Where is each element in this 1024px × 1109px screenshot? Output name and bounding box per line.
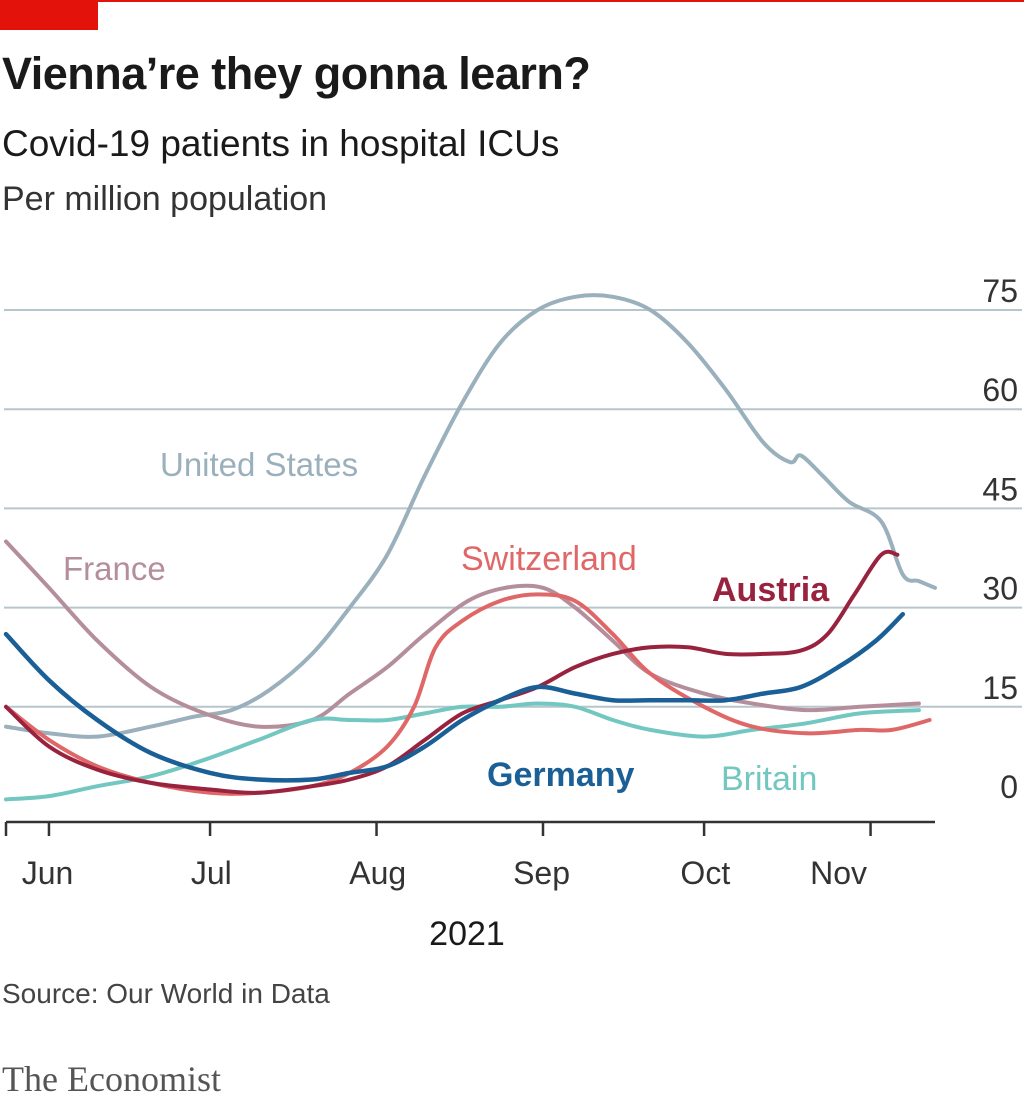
x-tick-label: Oct bbox=[680, 855, 730, 891]
series-label-switzerland: Switzerland bbox=[461, 540, 637, 578]
publisher-logo: The Economist bbox=[2, 1059, 221, 1099]
y-tick-label: 60 bbox=[982, 372, 1018, 408]
red-tag bbox=[0, 0, 98, 30]
series-label-germany: Germany bbox=[487, 756, 634, 794]
x-tick-label: Nov bbox=[810, 855, 867, 891]
series-line-britain bbox=[4, 701, 921, 802]
accent-rule bbox=[0, 0, 1024, 2]
series-line-united-states bbox=[4, 293, 937, 739]
series-labels: United States France Switzerland Austria… bbox=[63, 446, 830, 798]
x-tick-label: Jun bbox=[22, 855, 74, 891]
series-lines bbox=[3, 293, 937, 802]
x-tick-label: Jul bbox=[191, 855, 232, 891]
x-tick-label: Aug bbox=[349, 855, 406, 891]
x-tick-label: Sep bbox=[513, 855, 570, 891]
chart-title: Vienna’re they gonna learn? bbox=[2, 48, 591, 99]
year-label: 2021 bbox=[429, 915, 505, 953]
series-label-france: France bbox=[63, 550, 166, 587]
line-chart: 0 15 30 45 60 75 Jun Jul Aug Sep Oct Nov United St… bbox=[3, 273, 1022, 953]
y-tick-label: 75 bbox=[982, 273, 1018, 309]
y-tick-label: 30 bbox=[982, 571, 1018, 607]
series-line-switzerland bbox=[4, 592, 932, 796]
series-label-united-states: United States bbox=[160, 446, 358, 483]
x-axis: Jun Jul Aug Sep Oct Nov bbox=[4, 820, 935, 891]
series-label-britain: Britain bbox=[721, 760, 817, 798]
y-tick-label: 0 bbox=[1000, 769, 1018, 805]
series-line-germany bbox=[3, 611, 906, 783]
source-note: Source: Our World in Data bbox=[2, 978, 330, 1009]
chart-subtitle: Covid-19 patients in hospital ICUs bbox=[2, 123, 560, 164]
y-tick-labels: 0 15 30 45 60 75 bbox=[982, 273, 1018, 805]
series-label-austria: Austria bbox=[712, 571, 830, 609]
y-tick-label: 45 bbox=[982, 471, 1018, 507]
y-tick-label: 15 bbox=[982, 670, 1018, 706]
chart-unit: Per million population bbox=[2, 180, 328, 218]
